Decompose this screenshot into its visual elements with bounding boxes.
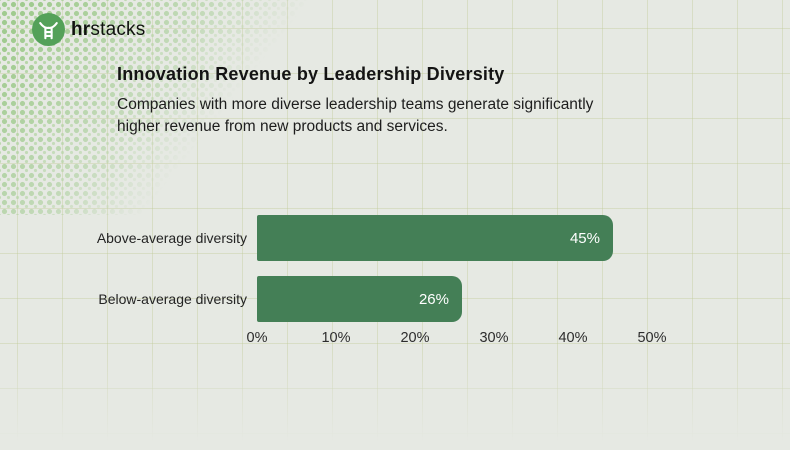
chart-subtitle-line1: Companies with more diverse leadership t… [117, 96, 594, 113]
chart-row: Above-average diversity 45% [0, 215, 613, 261]
brand-name-regular: stacks [90, 18, 146, 40]
chart-header: Innovation Revenue by Leadership Diversi… [117, 63, 717, 138]
bar: 45% [257, 215, 613, 261]
axis-tick-label: 40% [558, 330, 588, 346]
bar-value-label: 45% [569, 229, 600, 247]
axis-tick-label: 30% [479, 330, 509, 346]
bar-value-label: 26% [418, 290, 449, 308]
brand-name: hrstacks [71, 19, 145, 41]
chart-subtitle: Companies with more diverse leadership t… [117, 94, 717, 138]
axis-tick-label: 0% [246, 330, 268, 346]
bar: 26% [257, 276, 462, 322]
axis-tick-label: 20% [400, 330, 430, 346]
chart-subtitle-line2: higher revenue from new products and ser… [117, 118, 448, 135]
brand-logo: hrstacks [32, 13, 145, 46]
chart-title: Innovation Revenue by Leadership Diversi… [117, 64, 505, 84]
chart-row: Below-average diversity 26% [0, 276, 462, 322]
category-label: Above-average diversity [96, 230, 247, 246]
category-label: Below-average diversity [98, 291, 247, 307]
hrstacks-logo-icon [32, 13, 65, 46]
axis-tick-label: 10% [321, 330, 351, 346]
brand-name-bold: hr [71, 18, 91, 40]
axis-tick-label: 50% [637, 330, 667, 346]
